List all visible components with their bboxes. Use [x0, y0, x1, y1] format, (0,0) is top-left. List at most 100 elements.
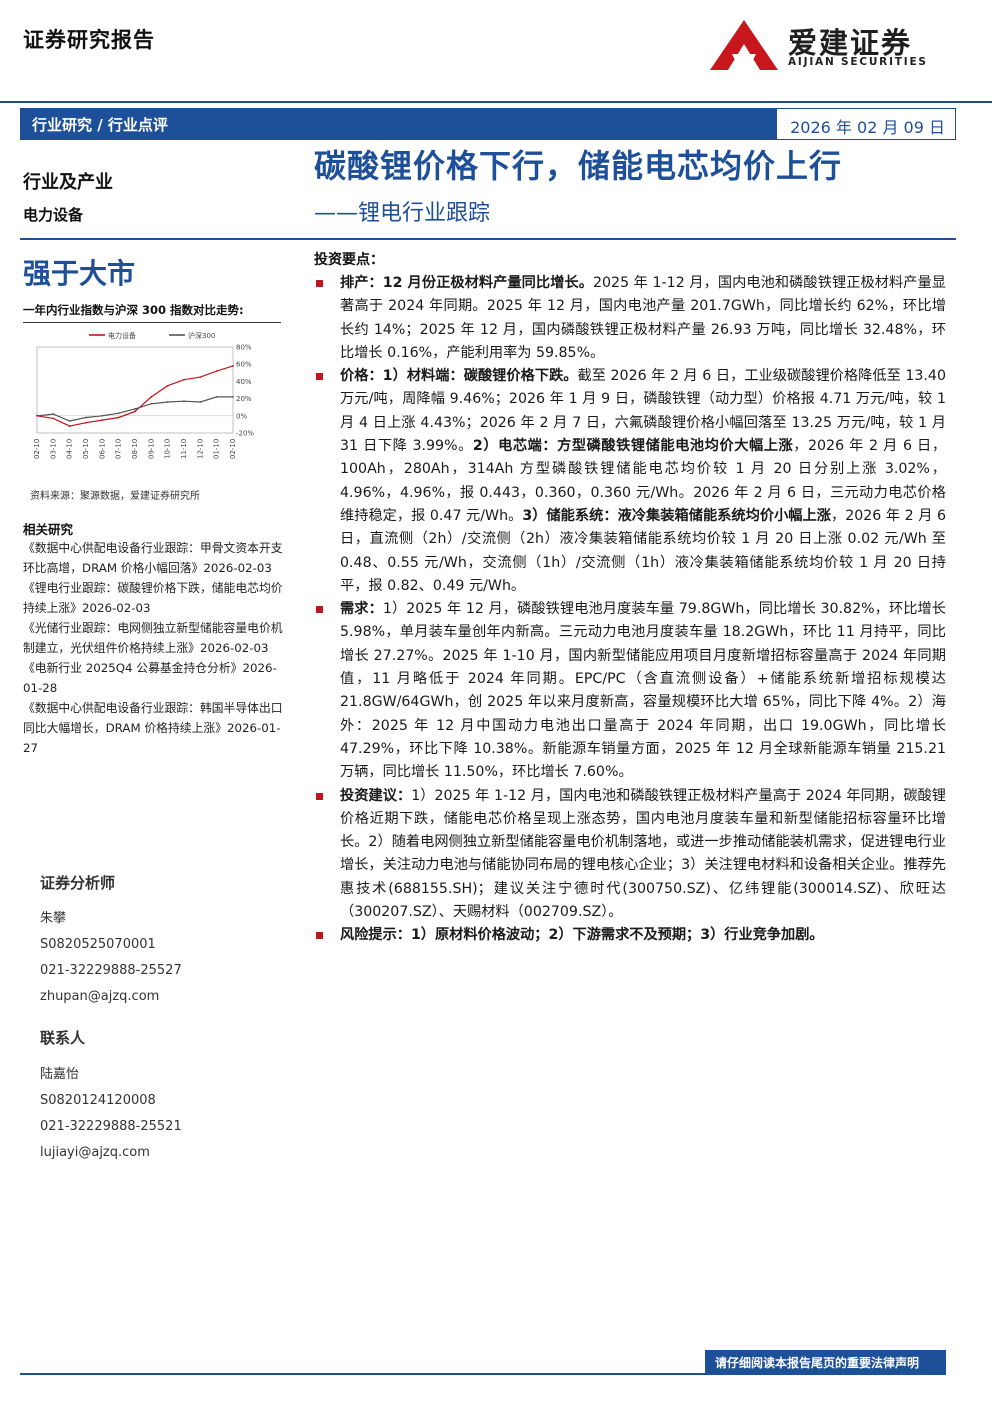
- data-point: [68, 425, 71, 428]
- related-research-list: 《数据中心供配电设备行业跟踪：甲骨文资本开支环比高增，DRAM 价格小幅回落》2…: [23, 538, 285, 758]
- industry-label: 行业及产业: [23, 172, 113, 193]
- data-point: [199, 376, 202, 378]
- point-body: 截至 2026 年 2 月 6 日，工业级碳酸锂价格降低至 13.40 万元/吨…: [340, 368, 946, 455]
- header-rule: [0, 101, 992, 103]
- report-type-label: 证券研究报告: [23, 28, 155, 52]
- contact-phone: 021-32229888-25521: [40, 1119, 182, 1134]
- data-point: [166, 401, 169, 403]
- report-title: 碳酸锂价格下行，储能电芯均价上行: [314, 147, 843, 185]
- bullet-icon: [316, 606, 323, 614]
- analyst-license: S0820525070001: [40, 937, 156, 952]
- chart-caption: 一年内行业指数与沪深 300 指数对比走势:: [23, 303, 244, 317]
- y-tick-label: 20%: [236, 395, 252, 403]
- related-item[interactable]: 《数据中心供配电设备行业跟踪：甲骨文资本开支环比高增，DRAM 价格小幅回落》2…: [23, 541, 283, 575]
- x-tick-label: 02-10: [229, 439, 237, 459]
- data-point: [232, 395, 234, 398]
- point-lead: 风险提示：1）原材料价格波动；2）下游需求不及预期；3）行业竞争加剧。: [340, 927, 824, 944]
- key-points-title: 投资要点：: [314, 252, 384, 268]
- x-tick-label: 01-10: [213, 439, 221, 459]
- chart-rule: [23, 322, 281, 323]
- analyst-email[interactable]: zhupan@ajzq.com: [40, 989, 160, 1004]
- report-subtitle: ——锂电行业跟踪: [314, 201, 491, 226]
- data-point: [232, 365, 234, 367]
- x-tick-label: 09-10: [147, 439, 155, 459]
- date-box: 2026 年 02 月 09 日: [776, 108, 956, 140]
- contact-info: 陆嘉怡 S0820124120008 021-32229888-25521 lu…: [40, 1062, 182, 1166]
- brand-name-en: AIJIAN SECURITIES: [788, 56, 928, 68]
- point-risk: 风险提示：1）原材料价格波动；2）下游需求不及预期；3）行业竞争加剧。: [314, 924, 946, 947]
- plot-frame: [36, 346, 234, 434]
- related-item[interactable]: 《电新行业 2025Q4 公募基金持仓分析》2026-01-28: [23, 661, 277, 695]
- data-point: [85, 421, 87, 424]
- y-tick-label: 60%: [236, 361, 252, 369]
- bullet-icon: [316, 373, 323, 381]
- related-item[interactable]: 《数据中心供配电设备行业跟踪：韩国半导体出口同比大幅增长，DRAM 价格持续上涨…: [23, 701, 283, 755]
- point-production: 排产：12 月份正极材料产量同比增长。2025 年 1-12 月，国内电池和磷酸…: [314, 272, 946, 365]
- x-tick-label: 03-10: [49, 439, 57, 459]
- related-item[interactable]: 《光储行业跟踪：电网侧独立新型储能容量电价机制建立，光伏组件价格持续上涨》202…: [23, 621, 283, 655]
- data-point: [85, 416, 87, 419]
- y-tick-label: 40%: [236, 378, 252, 386]
- bullet-icon: [316, 932, 323, 940]
- contact-title: 联系人: [40, 1029, 86, 1047]
- data-point: [117, 416, 120, 419]
- data-point: [52, 413, 55, 415]
- x-tick-label: 12-10: [196, 439, 204, 459]
- contact-name: 陆嘉怡: [40, 1067, 80, 1082]
- chart-source: 资料来源：聚源数据，爱建证券研究所: [30, 491, 200, 502]
- related-item[interactable]: 《锂电行业跟踪：碳酸锂价格下跌，储能电芯均价持续上涨》2026-02-03: [23, 581, 283, 615]
- point-lead-2: 2）电芯端：方型磷酸铁锂储能电池均价大幅上涨: [472, 438, 794, 455]
- x-tick-label: 06-10: [98, 439, 106, 459]
- legend-label: 电力设备: [108, 331, 136, 340]
- point-body: 2025 年 1-12 月，国内电池和磷酸铁锂正极材料产量显著高于 2024 年…: [340, 275, 946, 361]
- data-point: [199, 401, 202, 403]
- data-point: [150, 395, 153, 398]
- point-recommendation: 投资建议：1）2025 年 1-12 月，国内电池和磷酸铁锂正极材料产量高于 2…: [314, 785, 946, 925]
- data-point: [183, 378, 185, 381]
- data-point: [117, 412, 120, 415]
- bullet-icon: [316, 792, 323, 800]
- data-point: [36, 414, 38, 417]
- report-date: 2026 年 02 月 09 日: [790, 118, 945, 137]
- series-line-0: [36, 365, 234, 427]
- x-tick-label: 07-10: [115, 439, 123, 459]
- data-point: [134, 410, 136, 413]
- analyst-info: 朱攀 S0820525070001 021-32229888-25527 zhu…: [40, 906, 182, 1010]
- sector-label: 电力设备: [23, 206, 84, 224]
- index-comparison-chart: 80%60%40%20%0%-20%02-10 03-10 04-10 05-10 06…: [33, 331, 254, 459]
- y-tick-label: 0%: [236, 412, 247, 420]
- data-point: [183, 400, 185, 403]
- data-point: [101, 414, 104, 417]
- data-point: [215, 395, 218, 398]
- point-lead: 排产：12 月份正极材料产量同比增长。: [340, 275, 593, 291]
- contact-email[interactable]: lujiayi@ajzq.com: [40, 1145, 150, 1160]
- x-tick-label: 11-10: [180, 439, 188, 459]
- legend-label: 沪深300: [188, 331, 215, 340]
- analyst-title: 证券分析师: [40, 874, 116, 892]
- bullet-icon: [316, 280, 323, 287]
- point-body-3: ，2026 年 2 月 6 日，直流侧（2h）/交流侧（2h）液冷集装箱储能系统…: [340, 507, 946, 594]
- x-tick-label: 04-10: [66, 439, 74, 459]
- x-tick-label: 08-10: [131, 439, 139, 459]
- data-point: [166, 384, 169, 387]
- disclaimer-text[interactable]: 请仔细阅读本报告尾页的重要法律声明: [715, 1356, 920, 1370]
- rating-label: 强于大市: [23, 257, 136, 290]
- disclaimer-bar: 请仔细阅读本报告尾页的重要法律声明: [705, 1350, 946, 1374]
- point-lead: 投资建议：: [340, 787, 412, 804]
- x-tick-label: 10-10: [164, 439, 172, 459]
- analyst-phone: 021-32229888-25527: [40, 963, 182, 978]
- y-tick-label: 80%: [236, 344, 252, 352]
- footer-rule: [20, 1373, 946, 1375]
- contact-license: S0820124120008: [40, 1093, 156, 1108]
- title-divider: [20, 238, 956, 240]
- related-research-title: 相关研究: [23, 522, 74, 537]
- analyst-name: 朱攀: [40, 911, 67, 926]
- brand-mark-icon: [710, 20, 778, 70]
- y-tick-label: -20%: [236, 430, 254, 438]
- data-point: [215, 370, 218, 372]
- category-bar: 行业研究 / 行业点评 2026 年 02 月 09 日: [20, 108, 956, 140]
- point-prices: 价格：1）材料端：碳酸锂价格下跌。截至 2026 年 2 月 6 日，工业级碳酸…: [314, 365, 946, 598]
- x-tick-label: 02-10: [33, 439, 41, 459]
- brand-name-cn: 爱建证券: [788, 26, 913, 60]
- key-points: 排产：12 月份正极材料产量同比增长。2025 年 1-12 月，国内电池和磷酸…: [314, 272, 946, 948]
